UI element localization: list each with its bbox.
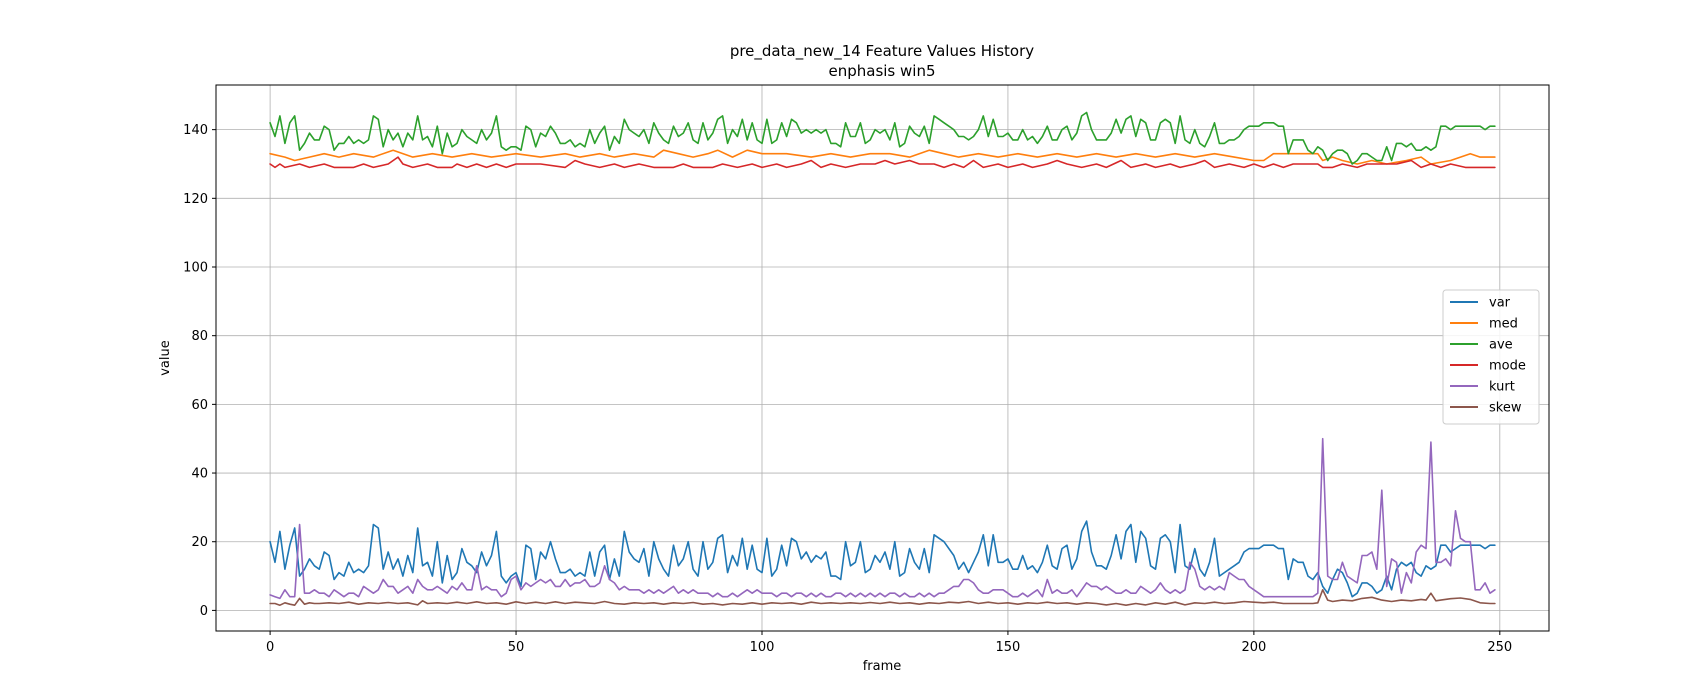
series-line-ave xyxy=(269,111,1496,165)
x-tick-label: 0 xyxy=(266,640,274,655)
chart-subtitle: enphasis win5 xyxy=(828,62,935,80)
x-tick-label: 200 xyxy=(1241,640,1266,655)
axis-ticks: 0 50 100 150 200 250 0 20 40 60 80 100 120 140 xyxy=(183,123,1512,655)
y-tick-label: 80 xyxy=(191,329,208,344)
series-layer xyxy=(269,111,1496,607)
legend-label-skew: skew xyxy=(1489,401,1522,416)
y-tick-label: 140 xyxy=(183,123,208,138)
legend-label-ave: ave xyxy=(1489,338,1513,353)
x-tick-label: 50 xyxy=(508,640,525,655)
x-tick-label: 250 xyxy=(1487,640,1512,655)
plot-frame xyxy=(215,84,1550,632)
series-line-skew xyxy=(269,588,1496,607)
legend: var med ave mode kurt skew xyxy=(1442,289,1540,425)
series-line-kurt xyxy=(269,437,1496,600)
y-tick-label: 40 xyxy=(191,467,208,482)
legend-label-med: med xyxy=(1489,317,1518,332)
y-tick-label: 120 xyxy=(183,192,208,207)
y-tick-label: 20 xyxy=(191,535,208,550)
y-tick-label: 0 xyxy=(200,604,208,619)
legend-label-mode: mode xyxy=(1489,359,1526,374)
y-tick-label: 100 xyxy=(183,261,208,276)
legend-label-var: var xyxy=(1489,296,1511,311)
series-line-mode xyxy=(269,156,1496,169)
x-tick-label: 150 xyxy=(996,640,1021,655)
y-axis-label: value xyxy=(158,340,173,376)
x-axis-label: frame xyxy=(863,659,902,674)
series-line-var xyxy=(269,520,1496,598)
chart-title: pre_data_new_14 Feature Values History xyxy=(730,42,1034,61)
grid xyxy=(216,85,1549,631)
y-tick-label: 60 xyxy=(191,398,208,413)
legend-label-kurt: kurt xyxy=(1489,380,1515,395)
series-line-med xyxy=(269,149,1496,165)
x-tick-label: 100 xyxy=(750,640,775,655)
